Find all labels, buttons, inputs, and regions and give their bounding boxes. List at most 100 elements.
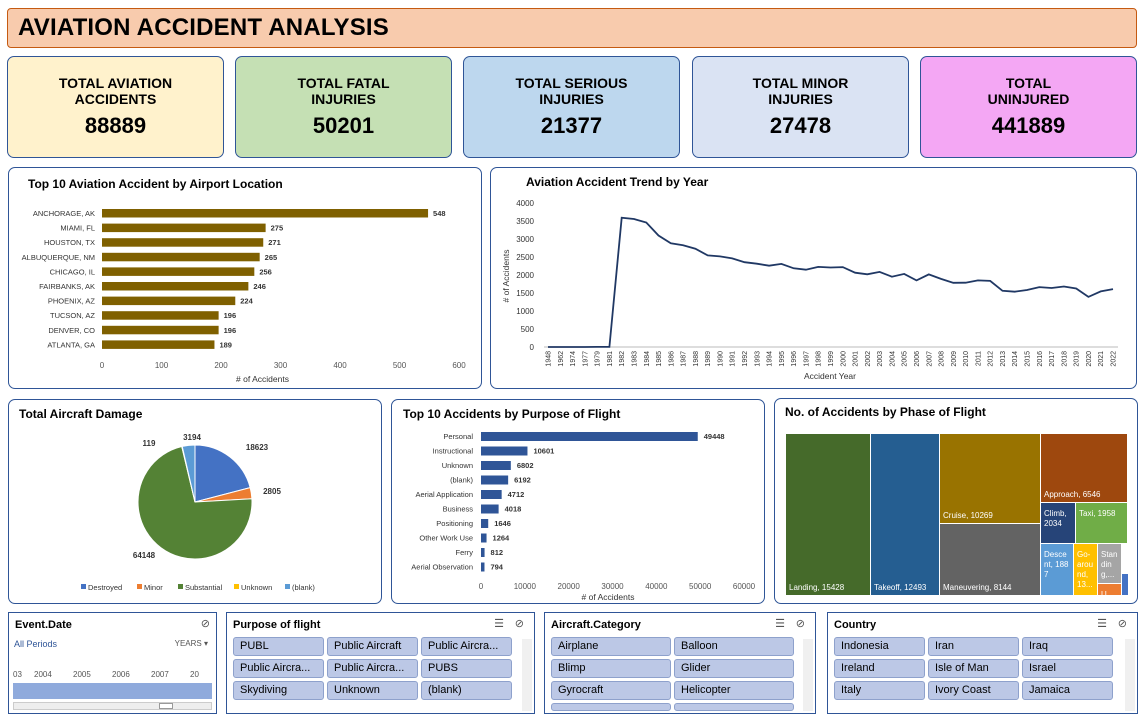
treemap-cell[interactable]: Standing,...: [1098, 544, 1122, 584]
slicer-item[interactable]: (blank): [421, 681, 512, 700]
clear-filter-icon[interactable]: ⊘: [200, 618, 210, 630]
slicer-item[interactable]: Glider: [674, 659, 794, 678]
bar: [102, 340, 215, 349]
timeline-scrollbar[interactable]: [13, 702, 212, 710]
purpose-slicer[interactable]: PUBL Public Aircraft Public Aircra... Publi…: [226, 612, 535, 714]
slicer-scrollbar[interactable]: [1125, 639, 1135, 711]
treemap-cell[interactable]: Approach, 6546: [1041, 434, 1128, 503]
phase-treemap: Landing, 15428 Takeoff, 12493 Cruise, 1026…: [786, 434, 1129, 596]
slicer-item[interactable]: Balloon: [674, 637, 794, 656]
slicer-scrollbar[interactable]: [803, 639, 813, 711]
timeline-bar[interactable]: [13, 683, 212, 699]
slicer-scrollbar[interactable]: [522, 639, 532, 711]
bar: [481, 490, 502, 499]
treemap-label: Taxi, 1958: [1079, 509, 1116, 518]
trend-chart-panel[interactable]: Aviation Accident Trend by Year 0 500 1000…: [490, 167, 1137, 389]
bar: [102, 282, 249, 291]
treemap-cell[interactable]: Taxi, 1958: [1076, 503, 1128, 544]
treemap-cell[interactable]: Landing, 15428: [786, 434, 871, 596]
x-tick-label: 1997: [803, 351, 810, 367]
event-date-slicer[interactable]: Event.Date ⊘ All Periods YEARS ▾ 03 2004 2…: [8, 612, 217, 714]
multi-select-icon[interactable]: ☰: [1097, 618, 1107, 630]
slicer-item[interactable]: Blimp: [551, 659, 671, 678]
treemap-label: Cruise, 10269: [943, 511, 993, 520]
treemap-cell[interactable]: Descent, 1887: [1041, 544, 1074, 596]
tick-label: 600: [452, 361, 466, 370]
slicer-item[interactable]: Public Aircra...: [233, 659, 324, 678]
period-unit-dropdown[interactable]: YEARS ▾: [174, 639, 208, 648]
category-label: ATLANTA, GA: [47, 340, 95, 349]
slicer-item[interactable]: Jamaica: [1022, 681, 1113, 700]
treemap-cell[interactable]: Go-around, 13...: [1074, 544, 1098, 596]
slicer-item[interactable]: Airplane: [551, 637, 671, 656]
slicer-item-partial[interactable]: [551, 703, 671, 711]
y-axis-label: # of Accidents: [501, 250, 511, 303]
x-tick-label: 2012: [988, 351, 995, 367]
slicer-item[interactable]: Public Aircra...: [327, 659, 418, 678]
treemap-label: Go-around, 13...: [1077, 550, 1094, 589]
treemap-cell[interactable]: U...: [1098, 584, 1122, 596]
slicer-item[interactable]: Ivory Coast: [928, 681, 1019, 700]
slicer-item-partial[interactable]: [674, 703, 794, 711]
slicer-item[interactable]: Iran: [928, 637, 1019, 656]
data-label: 812: [491, 548, 504, 557]
clear-filter-icon[interactable]: ⊘: [514, 618, 524, 630]
damage-chart-panel[interactable]: Total Aircraft Damage 18623 2805 64148 119 3…: [8, 399, 382, 604]
x-tick-label: 2002: [865, 351, 872, 367]
slicer-title: Aircraft.Category: [551, 619, 641, 631]
kpi-serious-injuries: TOTAL SERIOUS INJURIES 21377: [463, 56, 680, 158]
x-tick-label: 2010: [963, 351, 970, 367]
x-axis-label: # of Accidents: [236, 374, 289, 384]
airport-chart-panel[interactable]: Top 10 Aviation Accident by Airport Loca…: [8, 167, 482, 389]
category-label: HOUSTON, TX: [44, 238, 95, 247]
x-tick-label: 2003: [877, 351, 884, 367]
slicer-item[interactable]: Unknown: [327, 681, 418, 700]
treemap-label: Maneuvering, 8144: [943, 583, 1012, 592]
pie-slice: [137, 445, 253, 560]
slicer-item[interactable]: PUBL: [233, 637, 324, 656]
aircraft-category-slicer[interactable]: Airplane Balloon Blimp Glider Gyrocraft Helic…: [544, 612, 816, 714]
x-tick-label: 1977: [582, 351, 589, 367]
slicer-item[interactable]: Gyrocraft: [551, 681, 671, 700]
slicer-item[interactable]: Ireland: [834, 659, 925, 678]
slicer-item[interactable]: PUBS: [421, 659, 512, 678]
slicer-item[interactable]: Iraq: [1022, 637, 1113, 656]
treemap-cell[interactable]: Takeoff, 12493: [871, 434, 940, 596]
slicer-item[interactable]: Public Aircra...: [421, 637, 512, 656]
treemap-cell[interactable]: Cruise, 10269: [940, 434, 1041, 524]
clear-filter-icon[interactable]: ⊘: [795, 618, 805, 630]
bar: [481, 548, 485, 557]
slicer-item[interactable]: Helicopter: [674, 681, 794, 700]
x-tick-label: 2001: [853, 351, 860, 367]
bar: [102, 311, 219, 320]
multi-select-icon[interactable]: ☰: [775, 618, 785, 630]
bar: [102, 325, 219, 335]
treemap-cell[interactable]: Climb, 2034: [1041, 503, 1076, 544]
multi-select-icon[interactable]: ☰: [494, 618, 504, 630]
slicer-item[interactable]: Israel: [1022, 659, 1113, 678]
treemap-label: U...: [1101, 590, 1114, 596]
scroll-thumb[interactable]: [159, 703, 173, 709]
treemap-cell[interactable]: Maneuvering, 8144: [940, 524, 1041, 596]
trend-line: [548, 216, 1114, 348]
purpose-chart-panel[interactable]: Top 10 Accidents by Purpose of Flight Pe…: [391, 399, 765, 604]
tick-label: 40000: [645, 582, 668, 591]
category-label: FAIRBANKS, AK: [39, 282, 95, 291]
slicer-item[interactable]: Italy: [834, 681, 925, 700]
purpose-chart-title: Top 10 Accidents by Purpose of Flight: [403, 407, 621, 421]
data-label: 10601: [533, 447, 554, 456]
x-tick-label: 1984: [644, 351, 651, 367]
damage-chart-title: Total Aircraft Damage: [19, 407, 143, 421]
slicer-item[interactable]: Skydiving: [233, 681, 324, 700]
phase-chart-panel[interactable]: No. of Accidents by Phase of Flight Land…: [774, 398, 1138, 604]
slicer-item[interactable]: Indonesia: [834, 637, 925, 656]
clear-filter-icon[interactable]: ⊘: [1117, 618, 1127, 630]
treemap-cell[interactable]: [1122, 574, 1129, 596]
slicer-item[interactable]: Isle of Man: [928, 659, 1019, 678]
bar: [102, 209, 429, 218]
timeline-tick: 20: [190, 670, 199, 679]
legend-swatch: [81, 584, 86, 589]
legend-label: Substantial: [185, 583, 222, 592]
country-slicer[interactable]: Indonesia Iran Iraq Ireland Isle of Man Israe…: [827, 612, 1138, 714]
slicer-item[interactable]: Public Aircraft: [327, 637, 418, 656]
